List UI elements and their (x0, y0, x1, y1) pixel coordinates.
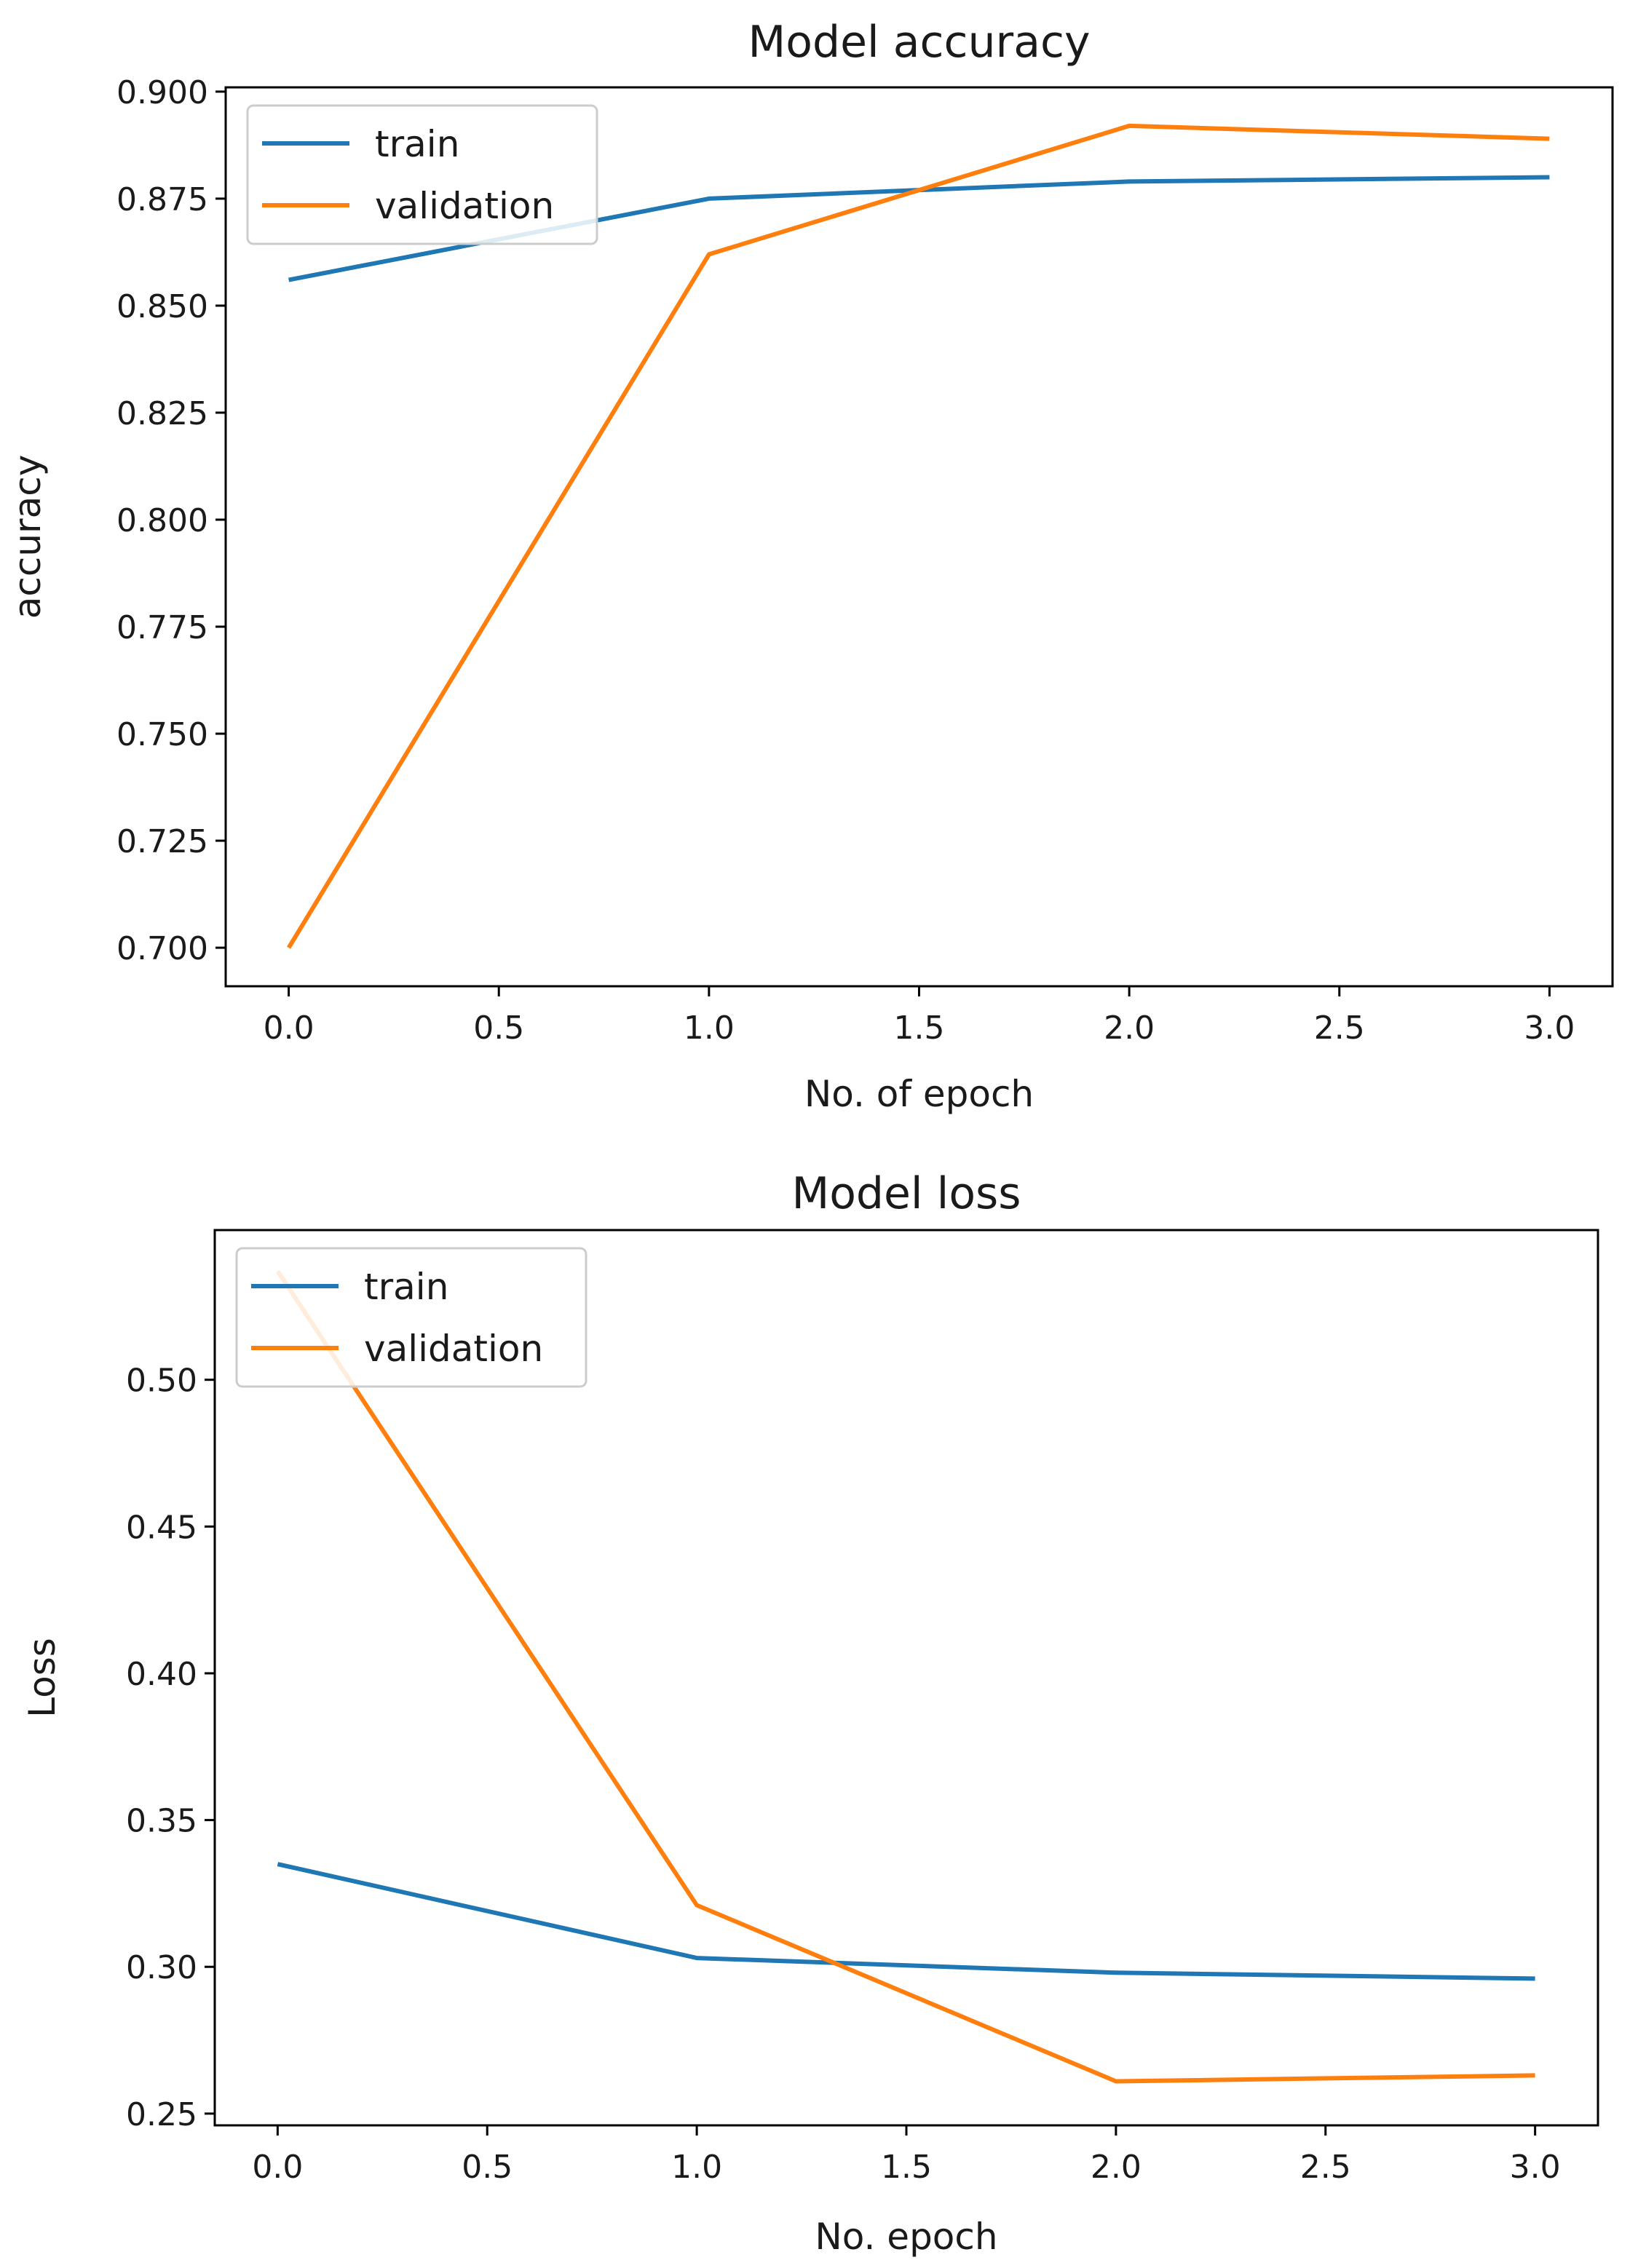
y-tick-label: 0.775 (116, 609, 208, 646)
y-axis-label: Loss (21, 1638, 63, 1718)
y-tick-label: 0.35 (126, 1803, 197, 1840)
y-tick-label: 0.825 (116, 395, 208, 432)
x-tick-label: 3.0 (1524, 1010, 1575, 1047)
x-tick-label: 1.5 (894, 1010, 945, 1047)
legend-label-validation: validation (375, 185, 554, 227)
chart-title: Model accuracy (748, 17, 1091, 68)
y-tick-label: 0.700 (116, 930, 208, 967)
series-line-validation (275, 1269, 1535, 2084)
x-axis-label: No. epoch (815, 2216, 997, 2258)
series-line-validation (287, 123, 1550, 949)
y-axis-label: accuracy (7, 455, 49, 619)
x-tick-label: 0.5 (462, 2149, 513, 2186)
y-tick-label: 0.875 (116, 181, 208, 218)
y-tick-label: 0.750 (116, 716, 208, 753)
y-tick-label: 0.900 (116, 74, 208, 111)
x-tick-label: 0.0 (264, 1010, 314, 1047)
legend-box (235, 1247, 587, 1388)
legend: train validation (246, 104, 598, 245)
y-tick-label: 0.45 (126, 1509, 197, 1546)
x-tick-label: 2.5 (1300, 2149, 1351, 2186)
legend-box (246, 104, 598, 245)
y-tick-label: 0.800 (116, 502, 208, 539)
chart-loss: 0.0 0.5 1.0 1.5 2.0 2.5 3.0 0.25 0.30 0.35 0.40 0.4… (21, 1168, 1599, 2258)
x-tick-label: 2.0 (1091, 2149, 1142, 2186)
y-tick-label: 0.40 (126, 1656, 197, 1693)
y-tick-label: 0.725 (116, 823, 208, 860)
y-tick-label: 0.850 (116, 288, 208, 325)
x-tick-label: 3.0 (1510, 2149, 1561, 2186)
y-tick-label: 0.25 (126, 2096, 197, 2133)
x-tick-label: 2.5 (1314, 1010, 1365, 1047)
legend-label-validation: validation (364, 1328, 543, 1370)
chart-title: Model loss (791, 1168, 1021, 1219)
x-tick-label: 1.5 (881, 2149, 932, 2186)
x-axis-label: No. of epoch (804, 1073, 1034, 1115)
x-tick-label: 2.0 (1104, 1010, 1155, 1047)
x-tick-label: 1.0 (671, 2149, 722, 2186)
x-tick-label: 0.0 (252, 2149, 303, 2186)
y-tick-label: 0.30 (126, 1949, 197, 1986)
chart-accuracy: 0.0 0.5 1.0 1.5 2.0 2.5 3.0 0.700 0.725 0.750 0.77… (7, 17, 1614, 1115)
series-line-train (277, 1862, 1535, 1981)
x-tick-label: 0.5 (473, 1010, 524, 1047)
legend: train validation (235, 1247, 587, 1388)
y-tick-label: 0.50 (126, 1363, 197, 1400)
legend-label-train: train (375, 123, 459, 165)
legend-label-train: train (364, 1266, 448, 1308)
x-tick-label: 1.0 (684, 1010, 735, 1047)
